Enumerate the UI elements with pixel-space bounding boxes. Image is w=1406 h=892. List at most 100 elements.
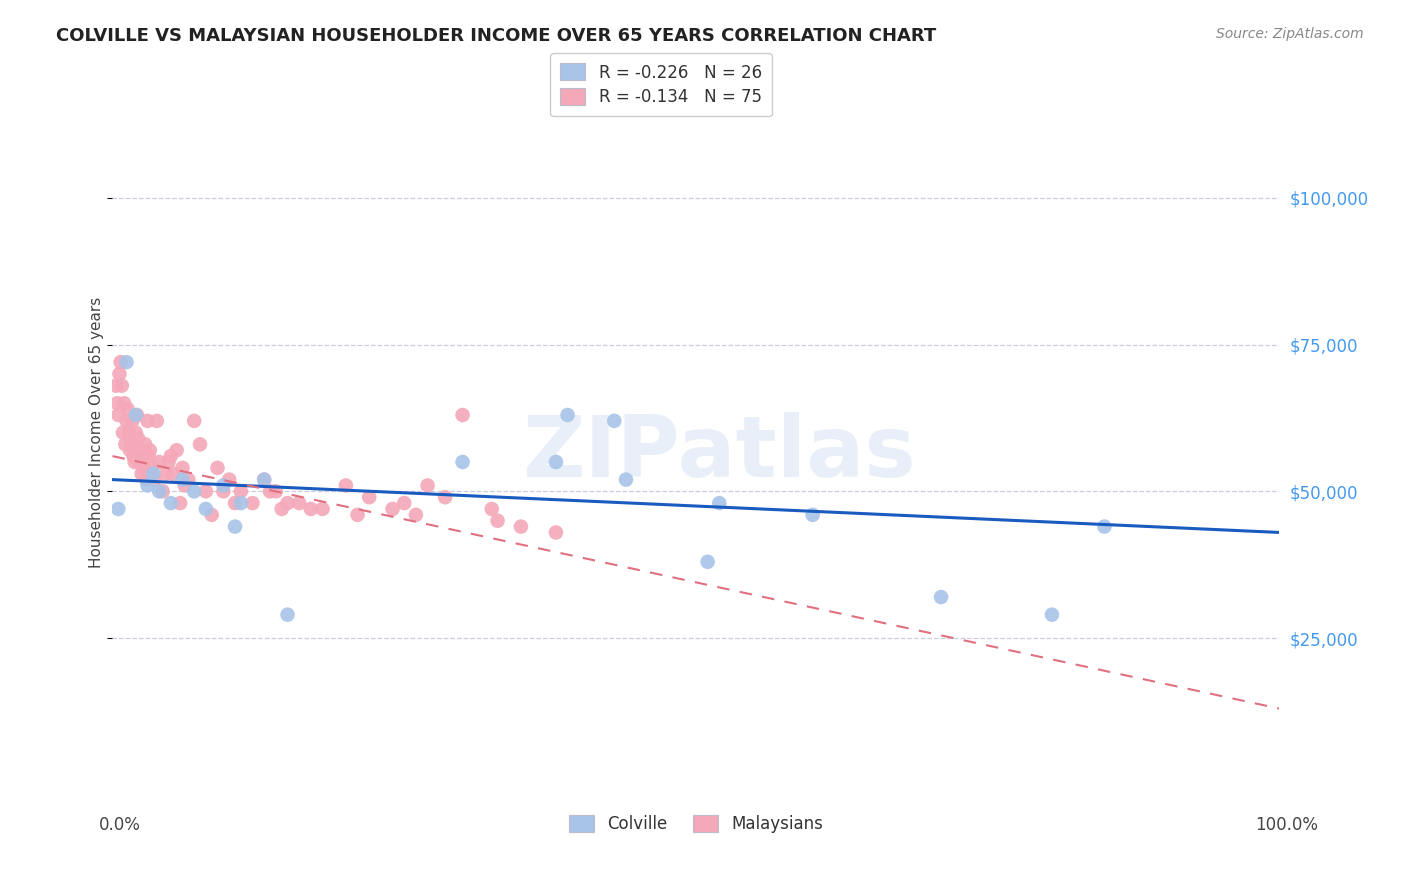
- Point: [111, 378, 134, 392]
- Point: [120, 437, 142, 451]
- Text: 100.0%: 100.0%: [1256, 816, 1317, 834]
- Point: [177, 473, 200, 487]
- Point: [148, 484, 170, 499]
- Point: [104, 378, 127, 392]
- Point: [229, 484, 252, 499]
- Point: [121, 414, 143, 428]
- Point: [201, 508, 224, 522]
- Text: Source: ZipAtlas.com: Source: ZipAtlas.com: [1216, 27, 1364, 41]
- Point: [155, 467, 177, 481]
- Point: [146, 414, 169, 428]
- Point: [194, 484, 217, 499]
- Point: [142, 467, 165, 481]
- Point: [139, 443, 162, 458]
- Point: [264, 484, 287, 499]
- Point: [172, 473, 194, 487]
- Point: [335, 478, 357, 492]
- Point: [224, 496, 246, 510]
- Point: [544, 455, 567, 469]
- Point: [160, 496, 183, 510]
- Point: [276, 607, 298, 622]
- Point: [183, 414, 205, 428]
- Point: [125, 408, 148, 422]
- Point: [131, 467, 153, 481]
- Point: [136, 414, 159, 428]
- Text: ZIPatlas: ZIPatlas: [523, 412, 917, 495]
- Point: [183, 484, 205, 499]
- Legend: Colville, Malaysians: Colville, Malaysians: [562, 808, 830, 840]
- Point: [143, 473, 166, 487]
- Point: [346, 508, 368, 522]
- Point: [509, 519, 531, 533]
- Point: [405, 508, 427, 522]
- Point: [801, 508, 824, 522]
- Point: [129, 443, 152, 458]
- Point: [152, 484, 174, 499]
- Point: [110, 355, 132, 369]
- Point: [1094, 519, 1116, 533]
- Point: [194, 502, 217, 516]
- Point: [128, 455, 150, 469]
- Point: [162, 467, 184, 481]
- Point: [1040, 607, 1063, 622]
- Point: [132, 449, 155, 463]
- Point: [486, 514, 509, 528]
- Point: [299, 502, 322, 516]
- Point: [359, 490, 381, 504]
- Point: [709, 496, 731, 510]
- Y-axis label: Householder Income Over 65 years: Householder Income Over 65 years: [89, 297, 104, 568]
- Point: [696, 555, 718, 569]
- Point: [124, 455, 146, 469]
- Point: [172, 460, 194, 475]
- Point: [188, 437, 211, 451]
- Point: [132, 460, 155, 475]
- Point: [259, 484, 281, 499]
- Point: [929, 590, 952, 604]
- Point: [311, 502, 333, 516]
- Point: [253, 473, 276, 487]
- Point: [122, 449, 145, 463]
- Point: [141, 460, 163, 475]
- Point: [270, 502, 292, 516]
- Point: [115, 414, 138, 428]
- Text: COLVILLE VS MALAYSIAN HOUSEHOLDER INCOME OVER 65 YEARS CORRELATION CHART: COLVILLE VS MALAYSIAN HOUSEHOLDER INCOME…: [56, 27, 936, 45]
- Point: [276, 496, 298, 510]
- Point: [212, 478, 235, 492]
- Point: [434, 490, 457, 504]
- Point: [212, 484, 235, 499]
- Point: [224, 519, 246, 533]
- Point: [115, 355, 138, 369]
- Point: [105, 396, 128, 410]
- Point: [451, 408, 474, 422]
- Point: [242, 496, 264, 510]
- Point: [229, 496, 252, 510]
- Point: [135, 473, 157, 487]
- Point: [111, 425, 134, 440]
- Point: [148, 455, 170, 469]
- Point: [125, 408, 148, 422]
- Point: [557, 408, 579, 422]
- Point: [127, 432, 149, 446]
- Point: [207, 460, 229, 475]
- Point: [481, 502, 503, 516]
- Point: [614, 473, 637, 487]
- Point: [125, 425, 148, 440]
- Point: [173, 478, 195, 492]
- Point: [218, 473, 240, 487]
- Point: [603, 414, 626, 428]
- Point: [253, 473, 276, 487]
- Point: [169, 496, 191, 510]
- Text: 0.0%: 0.0%: [98, 816, 141, 834]
- Point: [451, 455, 474, 469]
- Point: [381, 502, 404, 516]
- Point: [157, 455, 180, 469]
- Point: [416, 478, 439, 492]
- Point: [160, 449, 183, 463]
- Point: [134, 437, 156, 451]
- Point: [138, 449, 160, 463]
- Point: [108, 367, 131, 381]
- Point: [118, 425, 141, 440]
- Point: [114, 437, 136, 451]
- Point: [107, 408, 129, 422]
- Point: [166, 443, 188, 458]
